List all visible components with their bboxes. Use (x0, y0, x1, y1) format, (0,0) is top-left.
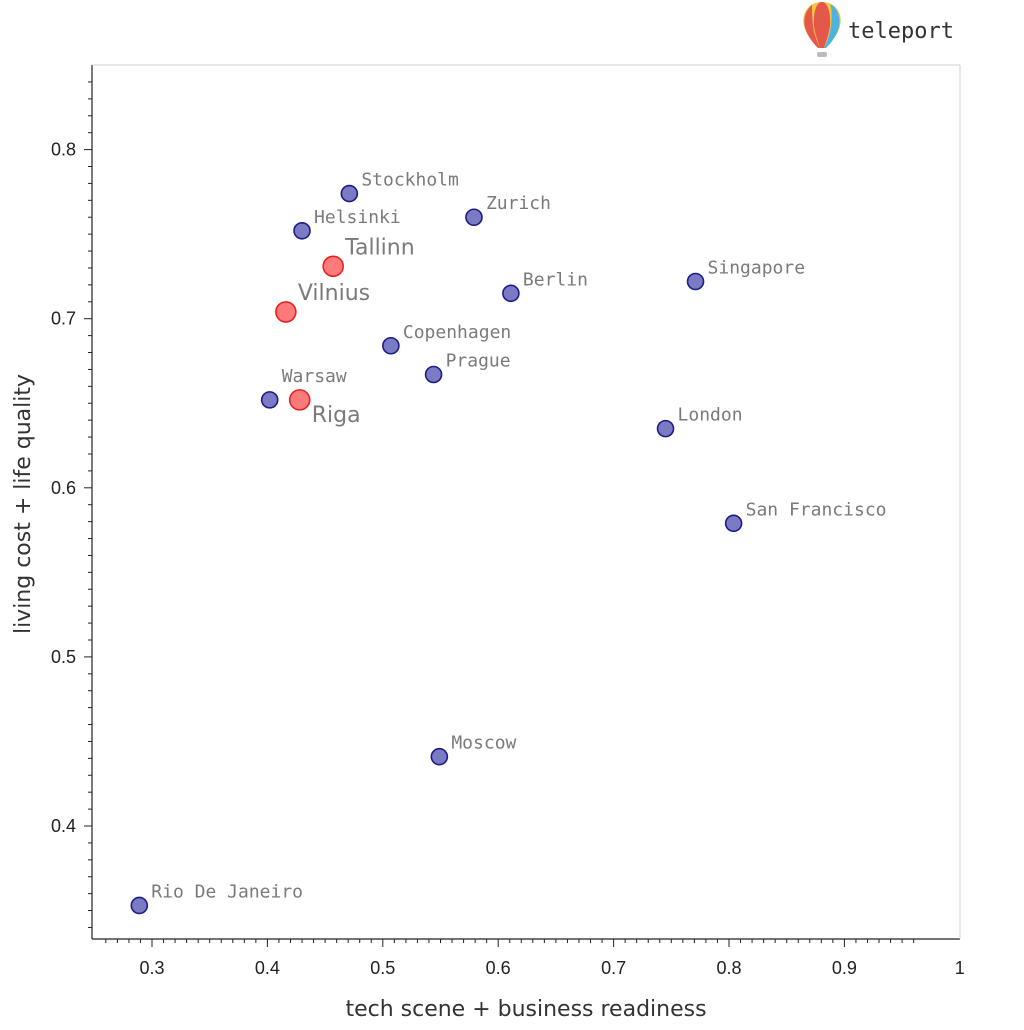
point-label-vilnius: Vilnius (298, 281, 370, 306)
x-tick-label: 1 (955, 958, 965, 978)
point-label-san-francisco: San Francisco (746, 499, 887, 520)
x-tick-label: 0.7 (601, 958, 626, 978)
y-tick-label: 0.6 (51, 478, 76, 498)
y-tick-label: 0.8 (51, 140, 76, 160)
point-riga[interactable] (288, 389, 311, 411)
y-tick-label: 0.7 (51, 309, 76, 329)
point-label-moscow: Moscow (451, 733, 516, 754)
brand-name: teleport (848, 19, 954, 44)
point-san-francisco[interactable] (724, 514, 743, 533)
point-copenhagen[interactable] (382, 336, 400, 355)
point-label-warsaw: Warsaw (282, 366, 347, 387)
x-tick-label: 0.8 (716, 958, 741, 978)
point-moscow[interactable] (430, 747, 449, 766)
point-label-helsinki: Helsinki (314, 207, 401, 228)
hot-air-balloon-icon (803, 2, 841, 57)
y-axis-label: living cost + life quality (11, 374, 36, 634)
point-zurich[interactable] (465, 208, 483, 227)
point-label-copenhagen: Copenhagen (403, 322, 511, 343)
point-helsinki[interactable] (293, 221, 311, 240)
data-points (130, 184, 743, 915)
x-tick-label: 0.4 (255, 958, 280, 978)
x-ticks: 0.3 0.4 0.5 0.6 0.7 0.8 0.9 1 (105, 939, 965, 978)
x-axis-label: tech scene + business readiness (345, 997, 706, 1022)
y-tick-label: 0.4 (51, 816, 76, 836)
point-stockholm[interactable] (340, 184, 359, 203)
point-rio-de-janeiro[interactable] (130, 896, 149, 915)
point-label-stockholm: Stockholm (361, 170, 459, 191)
point-label-london: London (678, 405, 743, 426)
point-prague[interactable] (424, 365, 443, 384)
x-tick-label: 0.6 (486, 958, 511, 978)
point-label-berlin: Berlin (523, 269, 588, 290)
point-label-tallinn: Tallinn (344, 235, 415, 260)
x-tick-label: 0.5 (370, 958, 395, 978)
point-vilnius[interactable] (275, 301, 297, 323)
y-tick-label: 0.5 (51, 647, 76, 667)
point-label-prague: Prague (446, 351, 511, 372)
point-label-rio-de-janeiro: Rio De Janeiro (151, 881, 303, 902)
point-warsaw[interactable] (260, 391, 279, 409)
point-singapore[interactable] (686, 272, 705, 291)
point-label-singapore: Singapore (708, 257, 806, 278)
point-london[interactable] (656, 419, 675, 438)
x-tick-label: 0.3 (139, 958, 164, 978)
y-ticks: 0.4 0.5 0.6 0.7 0.8 (51, 81, 92, 928)
x-tick-label: 0.9 (832, 958, 857, 978)
teleport-logo[interactable]: teleport (803, 2, 954, 57)
point-label-zurich: Zurich (486, 193, 551, 214)
point-tallinn[interactable] (322, 255, 344, 278)
data-point-labels: Stockholm Zurich Helsinki Tallinn Berlin Sing… (151, 170, 886, 903)
point-label-riga: Riga (312, 403, 361, 428)
point-berlin[interactable] (502, 284, 520, 303)
